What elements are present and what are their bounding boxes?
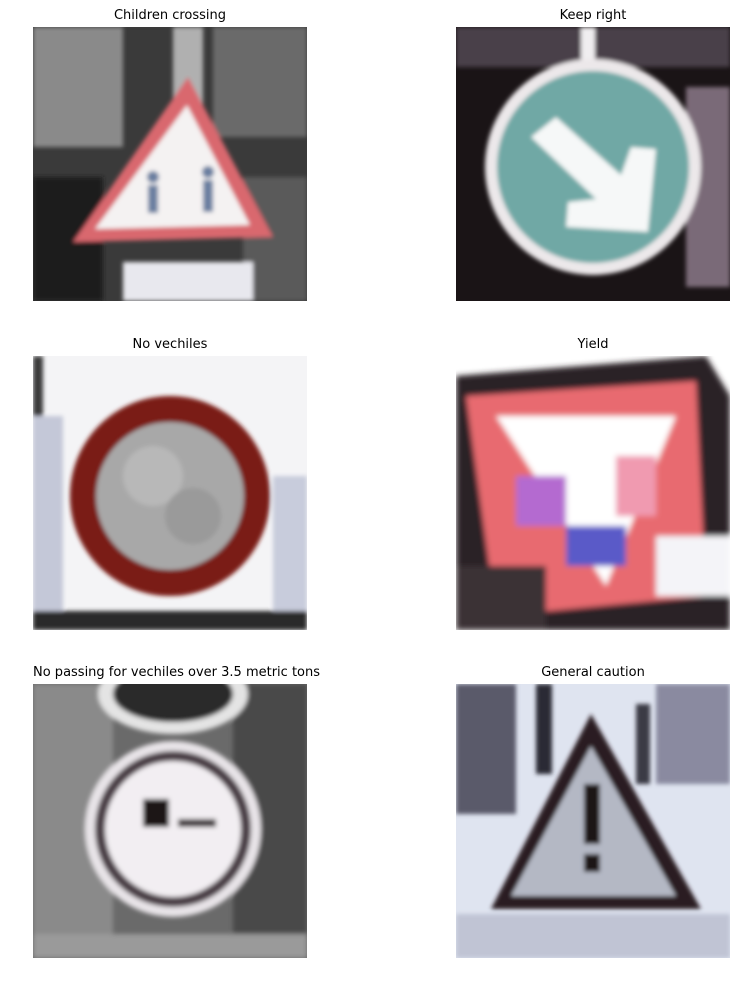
panel-title: Children crossing — [113, 8, 227, 23]
yield-sign-icon — [456, 356, 730, 630]
sign-image-keep-right — [456, 27, 730, 301]
sign-image-no-passing-heavy — [33, 684, 307, 958]
sign-image-no-vechiles — [33, 356, 307, 630]
no-passing-heavy-sign-icon — [33, 684, 307, 958]
children-crossing-sign-icon — [33, 27, 307, 301]
sign-image-children-crossing — [33, 27, 307, 301]
panel-title: Yield — [577, 337, 609, 352]
sign-image-yield — [456, 356, 730, 630]
panel-title: No passing for vechiles over 3.5 metric … — [33, 665, 321, 680]
keep-right-sign-icon — [456, 27, 730, 301]
panel-title: No vechiles — [132, 337, 208, 352]
panel-title: Keep right — [559, 8, 627, 23]
no-vechiles-sign-icon — [33, 356, 307, 630]
sign-image-general-caution — [456, 684, 730, 958]
panel-title: General caution — [541, 665, 645, 680]
general-caution-sign-icon — [456, 684, 730, 958]
